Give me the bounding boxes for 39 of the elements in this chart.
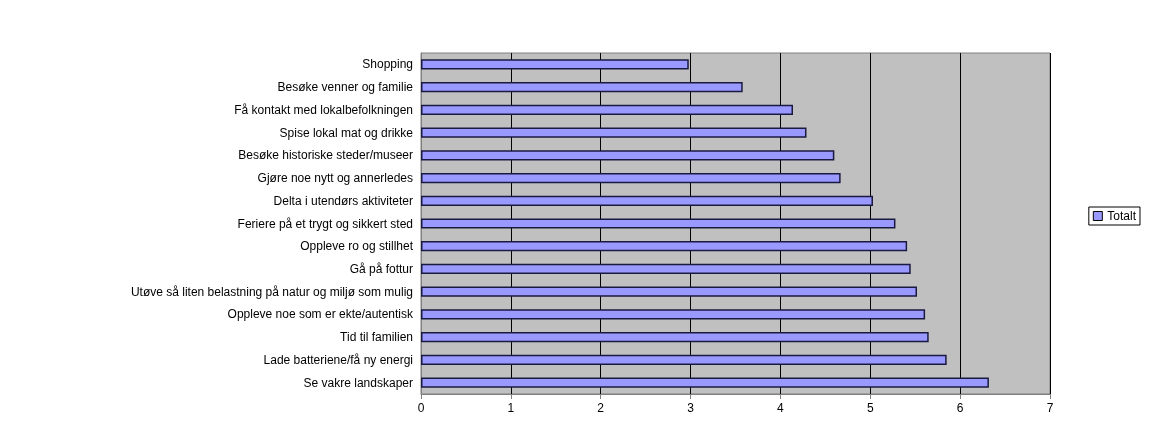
bar: [421, 172, 841, 184]
y-tick-label: Utøve så liten belastning på natur og miljø som mulig: [130, 284, 413, 299]
y-tick-label: Se vakre landskaper: [303, 375, 413, 390]
y-tick-label: Tid til familien: [340, 330, 413, 345]
y-tick-label: Spise lokal mat og drikke: [279, 125, 414, 140]
bar: [421, 218, 896, 229]
x-tick-label: 5: [866, 401, 874, 415]
x-tick-label: 1: [507, 401, 515, 415]
y-tick-label: Besøke venner og familie: [277, 80, 414, 95]
y-tick-label: Oppleve ro og stillhet: [300, 239, 414, 254]
bar: [421, 263, 911, 275]
bar: [421, 150, 835, 161]
bar: [421, 286, 918, 297]
x-tick-label: 3: [687, 401, 695, 415]
bar: [421, 81, 743, 93]
bar: [421, 377, 989, 388]
y-tick-label: Gå på fottur: [349, 261, 413, 276]
y-tick-label: Shopping: [362, 57, 413, 72]
legend-label: Totalt: [1107, 209, 1137, 223]
bar: [421, 195, 873, 206]
bar: [421, 59, 689, 70]
y-tick-label: Gjøre noe nytt og annerledes: [257, 171, 413, 186]
y-tick-label: Lade batteriene/få ny energi: [263, 352, 413, 367]
bar: [421, 104, 794, 115]
bar: [421, 354, 947, 366]
x-tick-label: 4: [777, 401, 785, 415]
y-tick-label: Få kontakt med lokalbefolkningen: [234, 102, 413, 117]
x-tick-label: 7: [1046, 401, 1054, 415]
y-tick-label: Feriere på et trygt og sikkert sted: [237, 216, 413, 231]
bar: [421, 309, 926, 320]
y-tick-label: Delta i utendørs aktiviteter: [273, 193, 413, 208]
x-tick-label: 6: [956, 401, 964, 415]
x-tick-label: 2: [597, 401, 605, 415]
bar: [421, 241, 908, 252]
bar: [421, 332, 929, 343]
bar: [421, 127, 807, 138]
x-tick-label: 0: [417, 401, 425, 415]
y-tick-label: Oppleve noe som er ekte/autentisk: [227, 307, 414, 322]
y-tick-label: Besøke historiske steder/museer: [238, 148, 413, 163]
